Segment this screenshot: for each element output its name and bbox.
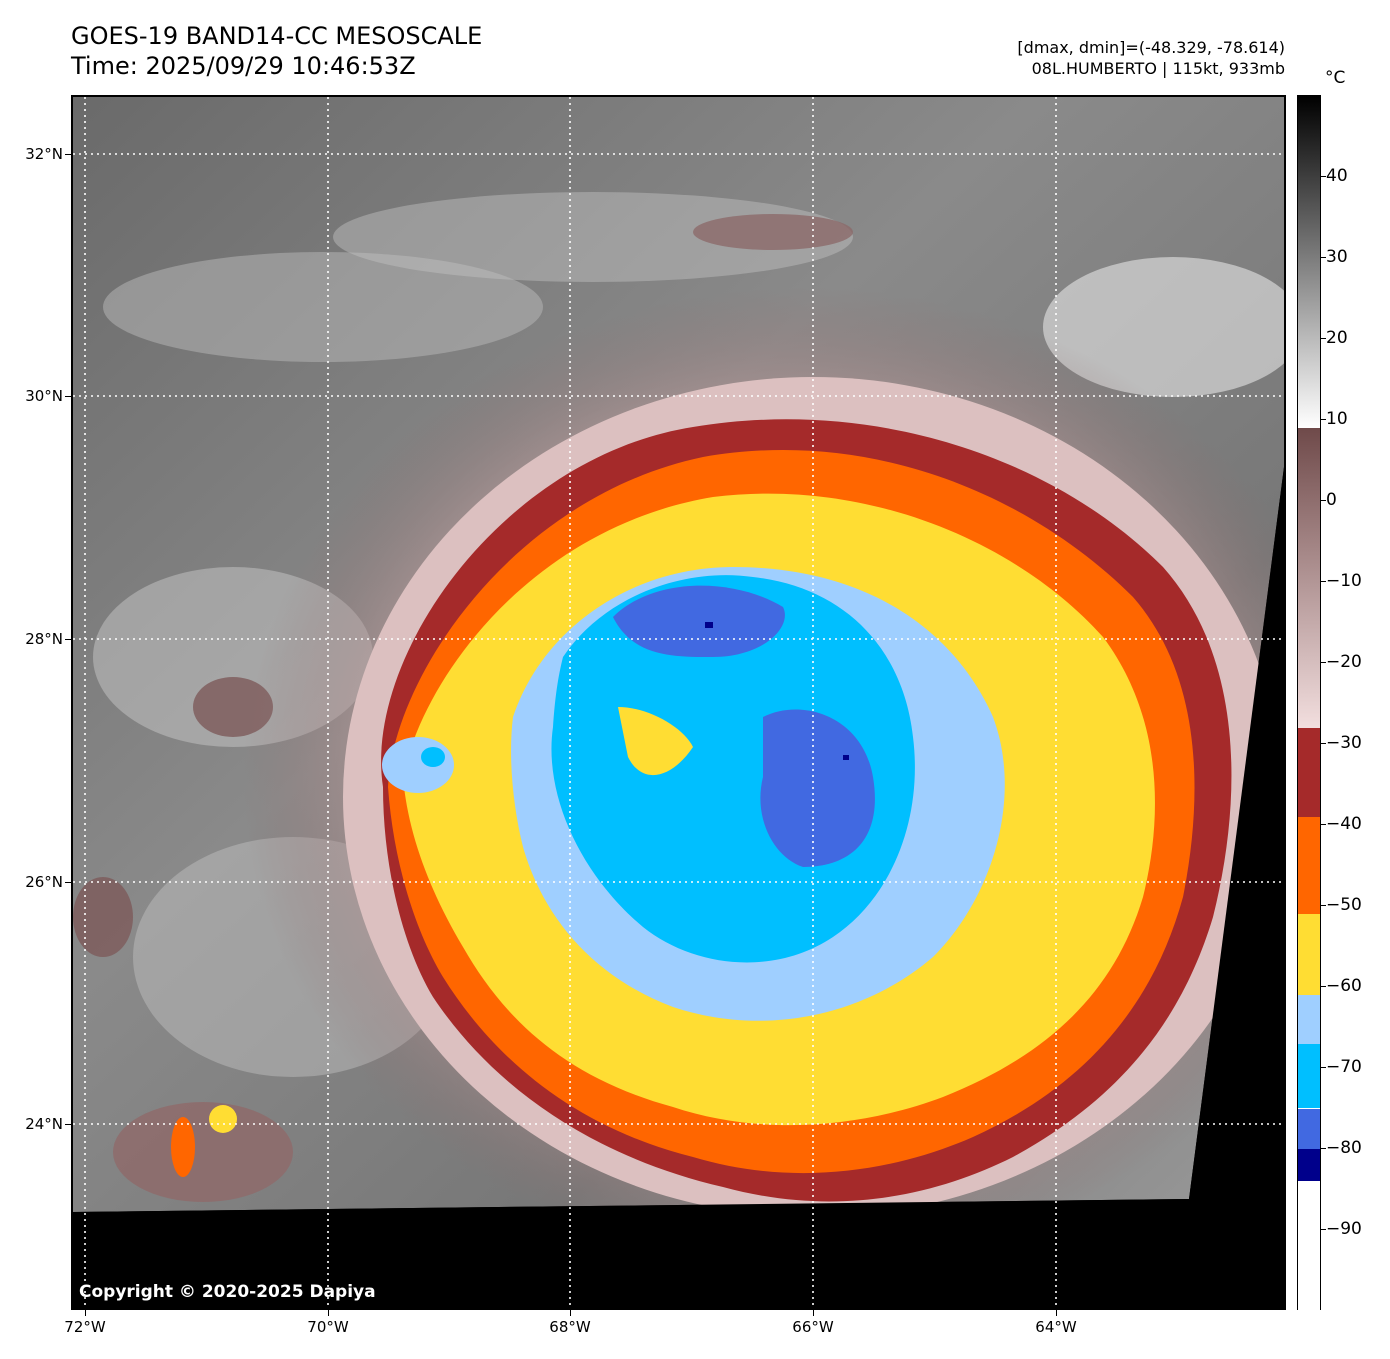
lon-label-72w: 72°W xyxy=(64,1318,106,1336)
lat-label-24n: 24°N xyxy=(25,1115,63,1133)
colorbar-tick xyxy=(1321,662,1326,663)
copyright-notice: Copyright © 2020-2025 Dapiya xyxy=(79,1282,376,1302)
colorbar-tick-label: −80 xyxy=(1326,1138,1362,1158)
colorbar-tick-label: 20 xyxy=(1326,328,1348,348)
colorbar-tick xyxy=(1321,743,1326,744)
colorbar-tick-label: −90 xyxy=(1326,1219,1362,1239)
colorbar-tick xyxy=(1321,581,1326,582)
lat-label-26n: 26°N xyxy=(25,873,63,891)
colorbar-segment xyxy=(1298,1108,1320,1149)
colorbar-tick xyxy=(1321,1067,1326,1068)
ir-imagery xyxy=(73,97,1284,1308)
colorbar xyxy=(1297,95,1321,1311)
graticule xyxy=(73,97,1284,1308)
lat-tick xyxy=(65,882,71,883)
colorbar-segment xyxy=(1298,914,1320,996)
colorbar-tick xyxy=(1321,257,1326,258)
colorbar-tick-label: −70 xyxy=(1326,1057,1362,1077)
lat-tick xyxy=(65,396,71,397)
lon-label-64w: 64°W xyxy=(1035,1318,1077,1336)
lon-tick xyxy=(570,1310,571,1316)
lon-tick xyxy=(328,1310,329,1316)
colorbar-tick xyxy=(1321,1148,1326,1149)
colorbar-tick xyxy=(1321,986,1326,987)
lat-tick xyxy=(65,154,71,155)
lon-tick xyxy=(1056,1310,1057,1316)
colorbar-tick-label: 0 xyxy=(1326,490,1337,510)
colorbar-tick-label: −50 xyxy=(1326,895,1362,915)
colorbar-tick-label: 30 xyxy=(1326,247,1348,267)
colorbar-segment xyxy=(1298,727,1320,817)
lat-label-32n: 32°N xyxy=(25,145,63,163)
lon-label-70w: 70°W xyxy=(307,1318,349,1336)
colorbar-segment xyxy=(1298,428,1320,728)
colorbar-tick-label: −40 xyxy=(1326,814,1362,834)
lon-tick xyxy=(85,1310,86,1316)
colorbar-tick xyxy=(1321,338,1326,339)
satellite-image-map: Copyright © 2020-2025 Dapiya xyxy=(71,95,1286,1310)
chart-title: GOES-19 BAND14-CC MESOSCALE xyxy=(71,22,483,50)
colorbar-tick xyxy=(1321,500,1326,501)
colorbar-tick xyxy=(1321,824,1326,825)
lat-tick xyxy=(65,639,71,640)
colorbar-segment xyxy=(1298,96,1320,429)
colorbar-segment xyxy=(1298,1181,1320,1311)
lon-label-66w: 66°W xyxy=(792,1318,834,1336)
colorbar-tick-label: 40 xyxy=(1326,166,1348,186)
colorbar-tick xyxy=(1321,905,1326,906)
storm-info: 08L.HUMBERTO | 115kt, 933mb xyxy=(1031,59,1285,78)
lat-label-30n: 30°N xyxy=(25,387,63,405)
colorbar-tick-label: −30 xyxy=(1326,733,1362,753)
colorbar-tick xyxy=(1321,1229,1326,1230)
lat-tick xyxy=(65,1124,71,1125)
colorbar-segment xyxy=(1298,995,1320,1044)
colorbar-tick-label: 10 xyxy=(1326,409,1348,429)
colorbar-segment xyxy=(1298,1043,1320,1109)
colorbar-tick xyxy=(1321,176,1326,177)
colorbar-tick-label: −60 xyxy=(1326,976,1362,996)
lat-label-28n: 28°N xyxy=(25,630,63,648)
colorbar-tick xyxy=(1321,419,1326,420)
colorbar-unit: °C xyxy=(1325,68,1346,88)
colorbar-tick-label: −20 xyxy=(1326,652,1362,672)
temperature-range-readout: [dmax, dmin]=(-48.329, -78.614) xyxy=(1017,38,1285,57)
lon-label-68w: 68°W xyxy=(549,1318,591,1336)
colorbar-tick-label: −10 xyxy=(1326,571,1362,591)
colorbar-segment xyxy=(1298,816,1320,915)
chart-timestamp: Time: 2025/09/29 10:46:53Z xyxy=(71,52,416,80)
lon-tick xyxy=(813,1310,814,1316)
colorbar-segment xyxy=(1298,1149,1320,1182)
